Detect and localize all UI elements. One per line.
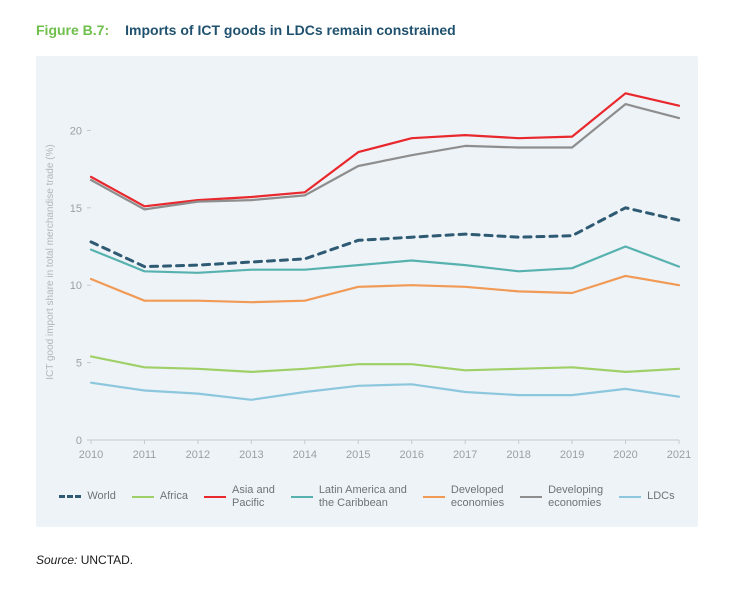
source-prefix: Source: [36,553,77,567]
series-developing-economies [91,104,679,209]
legend-label: Developing economies [548,484,603,509]
legend-item: World [59,484,116,509]
svg-text:2014: 2014 [293,449,317,461]
svg-text:20: 20 [70,125,82,137]
svg-text:2021: 2021 [667,449,691,461]
series-latin-america-and-the-caribbean [91,247,679,273]
legend-swatch [619,496,641,498]
svg-text:2017: 2017 [453,449,477,461]
line-chart: 0 5 10 15 20 2010 2011 2012 2013 2014 2015 2016 2017… [37,70,697,470]
legend-item: LDCs [619,484,675,509]
svg-text:2016: 2016 [399,449,423,461]
source-text: UNCTAD. [81,553,133,567]
svg-text:2013: 2013 [239,449,263,461]
legend-item: Asia and Pacific [204,484,275,509]
series-africa [91,356,679,372]
svg-text:5: 5 [76,358,82,370]
legend-item: Developing economies [520,484,603,509]
legend-label: LDCs [647,490,675,503]
legend-swatch [423,496,445,498]
figure-title: Imports of ICT goods in LDCs remain cons… [125,22,456,38]
svg-text:2010: 2010 [79,449,103,461]
chart-legend: World Africa Asia and Pacific Latin America… [36,470,698,519]
figure-label: Figure B.7: [36,22,109,38]
legend-swatch [291,496,313,498]
legend-swatch [132,496,154,498]
figure-page: Figure B.7: Imports of ICT goods in LDCs… [0,0,734,609]
legend-swatch [59,495,81,498]
svg-text:2015: 2015 [346,449,370,461]
svg-text:10: 10 [70,280,82,292]
legend-swatch [520,496,542,498]
legend-item: Developed economies [423,484,504,509]
legend-label: World [87,490,116,503]
svg-text:15: 15 [70,203,82,215]
legend-item: Latin America and the Caribbean [291,484,407,509]
source-note: Source: UNCTAD. [0,527,734,567]
series-asia-and-pacific [91,93,679,206]
legend-label: Asia and Pacific [232,484,275,509]
y-axis-label: ICT good import share in total merchandi… [45,144,56,379]
legend-label: Latin America and the Caribbean [319,484,407,509]
series-ldcs [91,383,679,400]
legend-label: Africa [160,490,188,503]
series-world [91,208,679,267]
svg-text:2011: 2011 [133,449,157,461]
legend-item: Africa [132,484,188,509]
svg-text:2018: 2018 [506,449,530,461]
svg-text:2012: 2012 [186,449,210,461]
series-developed-economies [91,276,679,302]
svg-text:2020: 2020 [613,449,637,461]
svg-text:0: 0 [76,435,82,447]
legend-swatch [204,496,226,498]
legend-label: Developed economies [451,484,504,509]
chart-container: 0 5 10 15 20 2010 2011 2012 2013 2014 2015 2016 2017… [36,56,698,527]
figure-header: Figure B.7: Imports of ICT goods in LDCs… [0,0,734,50]
svg-text:2019: 2019 [560,449,584,461]
